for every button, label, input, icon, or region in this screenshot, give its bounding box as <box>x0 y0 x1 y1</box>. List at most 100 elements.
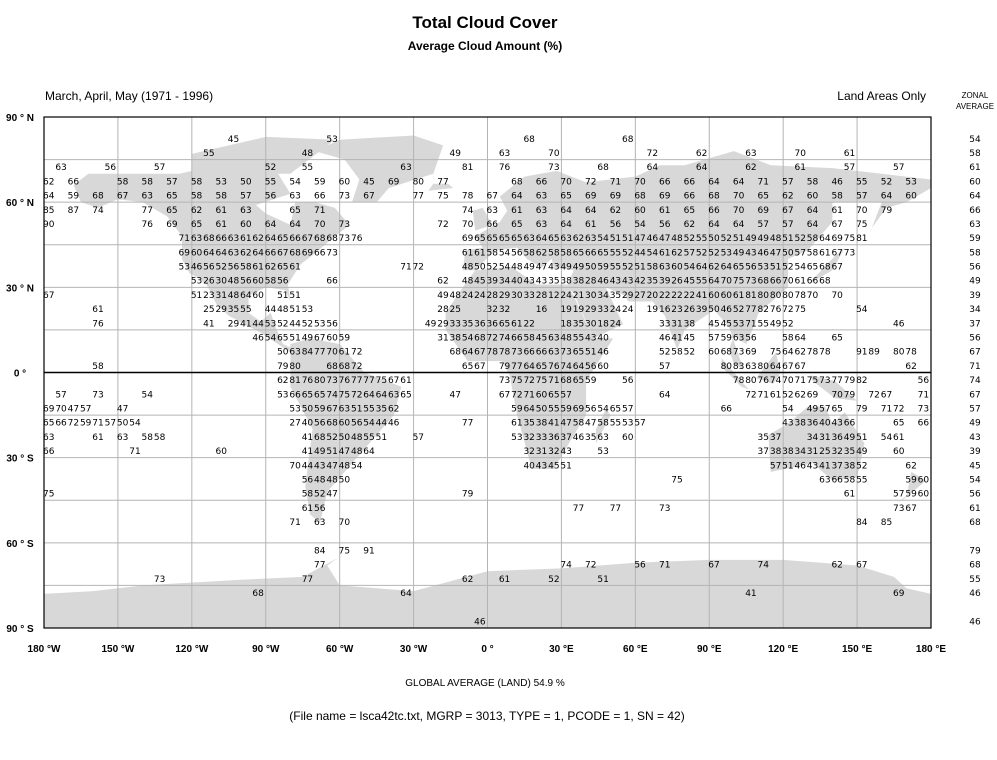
cell-value: 49 <box>560 263 572 273</box>
cell-value: 69 <box>573 404 585 414</box>
cell-value: 57 <box>55 390 66 400</box>
zonal-average-value: 37 <box>969 319 980 329</box>
cell-value: 69 <box>166 220 178 230</box>
cell-value: 61 <box>511 319 522 329</box>
cell-value: 55 <box>363 433 374 443</box>
cell-value: 39 <box>659 277 671 287</box>
cell-value: 72 <box>893 404 904 414</box>
cell-value: 30 <box>585 319 597 329</box>
cell-value: 68 <box>634 192 646 202</box>
cell-value: 78 <box>733 376 745 386</box>
cell-value: 51 <box>622 234 633 244</box>
cell-value: 51 <box>597 575 608 585</box>
cell-value: 69 <box>610 192 622 202</box>
cell-value: 73 <box>92 390 103 400</box>
cell-value: 44 <box>265 305 277 315</box>
cell-value: 63 <box>585 234 596 244</box>
cell-value: 51 <box>289 291 300 301</box>
cell-value: 54 <box>499 248 511 258</box>
cell-value: 75 <box>733 277 744 287</box>
cell-value: 62 <box>536 248 547 258</box>
cell-value: 51 <box>782 234 793 244</box>
cell-value: 68 <box>721 348 733 358</box>
cell-value: 52 <box>794 234 805 244</box>
cell-value: 77 <box>363 376 374 386</box>
cell-value: 61 <box>893 433 904 443</box>
cell-value: 65 <box>893 419 904 429</box>
cell-value: 66 <box>511 334 523 344</box>
cell-value: 68 <box>819 277 831 287</box>
cell-value: 25 <box>450 305 461 315</box>
cell-value: 51 <box>856 433 867 443</box>
cell-value: 65 <box>831 404 842 414</box>
cell-value: 69 <box>745 348 757 358</box>
cell-value: 57 <box>240 192 251 202</box>
cell-value: 76 <box>351 234 363 244</box>
cell-value: 45 <box>363 177 374 187</box>
zonal-average-value: 54 <box>969 135 981 145</box>
cell-value: 67 <box>326 404 337 414</box>
cell-value: 65 <box>560 192 571 202</box>
cell-value: 54 <box>351 461 363 471</box>
cell-value: 58 <box>302 490 314 500</box>
cell-value: 77 <box>831 376 842 386</box>
cell-value: 53 <box>733 319 744 329</box>
cell-value: 62 <box>43 177 54 187</box>
cell-value: 31 <box>671 319 682 329</box>
cell-value: 39 <box>487 277 499 287</box>
cell-value: 47 <box>560 419 571 429</box>
cell-value: 68 <box>474 334 486 344</box>
cell-value: 55 <box>856 475 867 485</box>
cell-value: 71 <box>289 518 300 528</box>
cell-value: 66 <box>289 234 301 244</box>
cell-value: 49 <box>745 234 757 244</box>
cell-value: 52 <box>265 163 276 173</box>
cell-value: 58 <box>573 419 585 429</box>
cell-value: 53 <box>622 419 633 429</box>
cell-value: 58 <box>92 362 104 372</box>
cell-value: 70 <box>548 149 560 159</box>
zonal-average-value: 55 <box>969 575 980 585</box>
cell-value: 61 <box>794 277 805 287</box>
cell-value: 57 <box>782 220 793 230</box>
cell-value: 53 <box>191 277 202 287</box>
cell-value: 60 <box>252 277 264 287</box>
zonal-average-value: 79 <box>969 546 981 556</box>
cell-value: 34 <box>807 433 819 443</box>
cell-value: 54 <box>597 404 609 414</box>
cell-value: 60 <box>191 248 203 258</box>
cell-value: 43 <box>548 263 559 273</box>
cell-value: 45 <box>708 319 719 329</box>
cell-value: 41 <box>819 461 830 471</box>
cell-value: 23 <box>671 305 682 315</box>
cell-value: 72 <box>647 149 658 159</box>
cell-value: 66 <box>55 419 67 429</box>
cell-value: 38 <box>782 447 794 457</box>
cell-value: 43 <box>745 248 756 258</box>
cell-value: 71 <box>314 206 325 216</box>
cell-value: 63 <box>55 163 66 173</box>
cell-value: 26 <box>203 277 215 287</box>
cell-value: 47 <box>659 234 670 244</box>
cell-value: 61 <box>252 263 263 273</box>
cell-value: 70 <box>733 192 745 202</box>
cell-value: 68 <box>92 192 104 202</box>
cell-value: 61 <box>240 234 251 244</box>
cell-value: 27 <box>634 291 645 301</box>
cell-value: 64 <box>721 263 733 273</box>
cell-value: 41 <box>548 419 559 429</box>
cell-value: 62 <box>696 149 707 159</box>
cell-value: 79 <box>462 490 474 500</box>
cell-value: 68 <box>523 135 535 145</box>
cell-value: 49 <box>523 263 535 273</box>
cell-value: 76 <box>548 362 560 372</box>
zonal-average-value: 67 <box>969 390 980 400</box>
cell-value: 83 <box>733 362 744 372</box>
cell-value: 19 <box>647 305 659 315</box>
cell-value: 31 <box>807 447 818 457</box>
cell-value: 80 <box>745 376 757 386</box>
cell-value: 55 <box>302 163 313 173</box>
land-polygon <box>595 409 611 444</box>
cell-value: 78 <box>807 348 819 358</box>
